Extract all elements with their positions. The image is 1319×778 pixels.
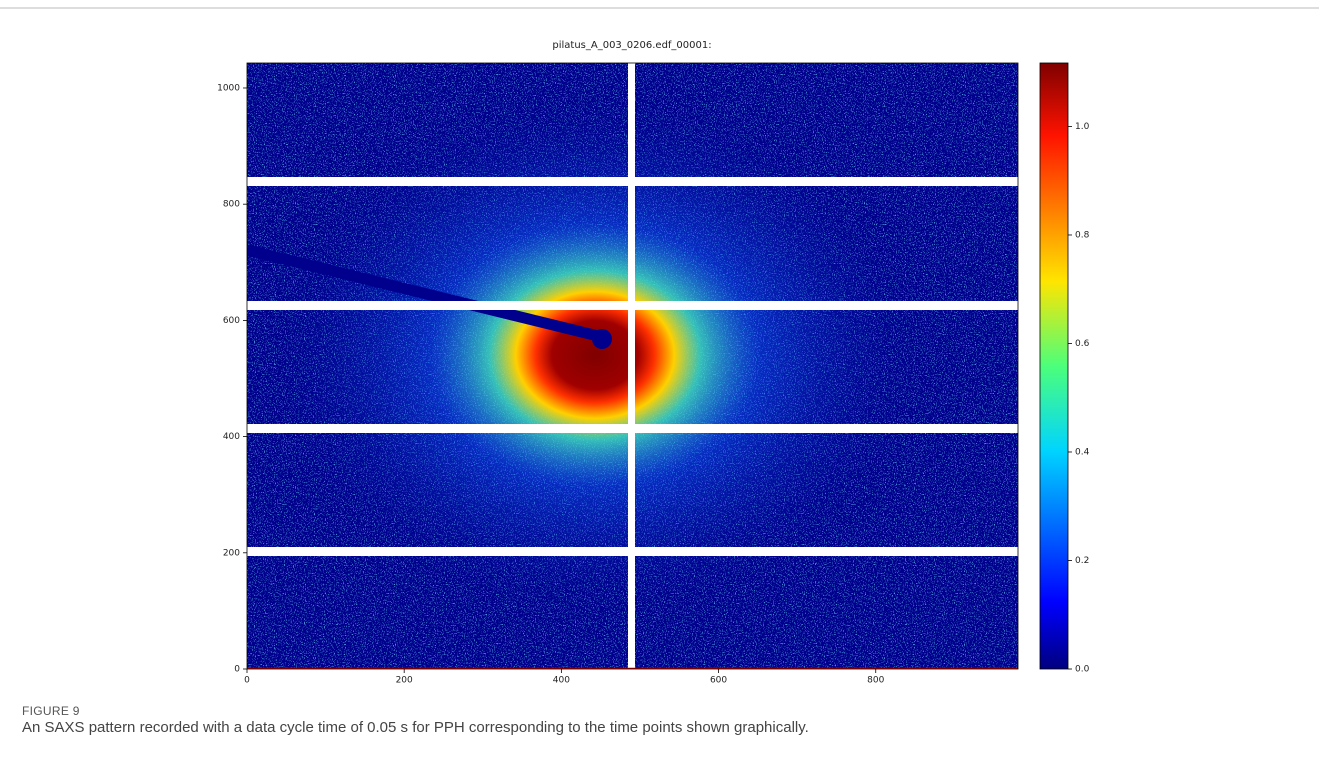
- x-tick-label: 200: [396, 676, 413, 686]
- heatmap-image: [247, 63, 1018, 669]
- colorbar-tick-label: 1.0: [1075, 122, 1090, 132]
- colorbar: [1039, 62, 1069, 670]
- y-tick-label: 400: [223, 432, 240, 442]
- chart-title: pilatus_A_003_0206.edf_00001:: [552, 40, 711, 51]
- colorbar-tick-label: 0.4: [1075, 447, 1090, 457]
- colorbar-tick-label: 0.6: [1075, 339, 1090, 349]
- caption-label: FIGURE 9: [22, 704, 80, 718]
- y-tick-label: 200: [223, 548, 240, 558]
- y-tick-label: 800: [223, 200, 240, 210]
- y-tick-label: 600: [223, 316, 240, 326]
- x-tick-label: 400: [553, 676, 570, 686]
- y-tick-label: 1000: [217, 83, 240, 93]
- colorbar-tick-label: 0.2: [1075, 556, 1089, 566]
- x-tick-label: 0: [244, 676, 250, 686]
- colorbar-tick-label: 0.0: [1075, 665, 1090, 675]
- caption-text: An SAXS pattern recorded with a data cyc…: [22, 719, 809, 736]
- plot-frame: [246, 62, 1019, 670]
- x-tick-label: 800: [867, 676, 884, 686]
- y-tick-label: 0: [234, 665, 240, 675]
- x-tick-label: 600: [710, 676, 727, 686]
- colorbar-tick-label: 0.8: [1075, 230, 1090, 240]
